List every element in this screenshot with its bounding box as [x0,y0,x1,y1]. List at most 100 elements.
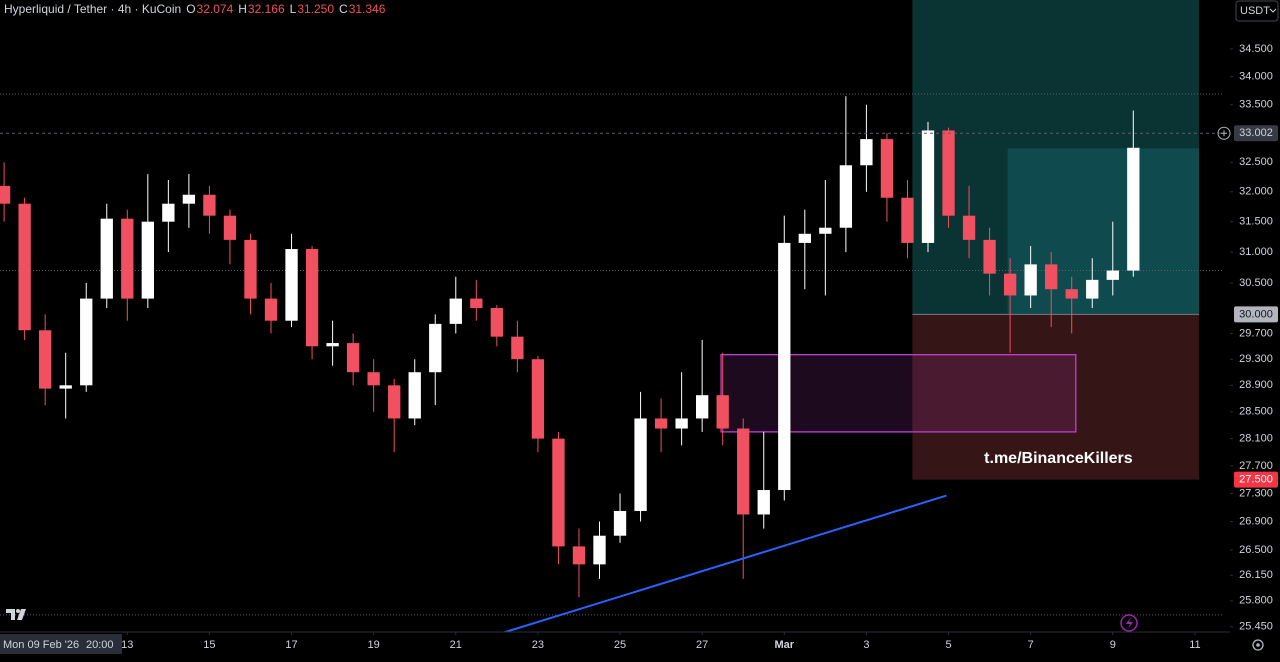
price-marker [1234,306,1278,323]
y-tick-label: 25.450 [1239,621,1273,633]
header: Hyperliquid / Tether · 4h · KuCoin O 32.07… [4,2,386,16]
candle-body [326,343,339,347]
candle-body [757,490,770,515]
candle-body [983,239,996,274]
x-tick-label: Mar [774,639,794,651]
y-tick-label: 27.700 [1239,460,1273,472]
candle-body [778,242,791,491]
candle-body [716,395,729,429]
y-tick-label: 31.500 [1239,216,1273,228]
crosshair-date: Mon 09 Feb '26 [3,639,79,651]
x-tick-label: 11 [1189,639,1200,651]
candle-body [388,385,401,419]
crosshair-time: 20:00 [86,639,114,651]
candle-body [264,298,278,321]
candle-body [162,203,175,222]
candle-body [654,418,668,429]
x-tick-label: 27 [696,639,708,651]
watermark: t.me/BinanceKillers [984,450,1133,467]
y-tick-label: 26.900 [1239,515,1273,527]
candle-body [490,308,504,337]
y-tick-label: 26.500 [1239,544,1273,556]
tv-logo [6,609,26,620]
x-tick-label: 19 [368,639,380,651]
y-tick-label: 32.500 [1239,156,1273,168]
candle-body [203,194,216,216]
price-marker-label: 30.000 [1239,308,1273,320]
candle-body [285,249,298,321]
candle-body [634,418,647,511]
candle-body [593,535,606,565]
candle-body [531,359,545,439]
y-tick-label: 29.700 [1239,327,1273,339]
candle-body [798,233,811,243]
x-tick-label: 25 [614,639,626,651]
y-tick-label: 34.000 [1239,71,1273,83]
y-tick-label: 34.500 [1239,43,1273,55]
x-tick-label: 7 [1028,639,1034,651]
ohlc-key: O [186,2,195,16]
candle-body [613,510,627,536]
candle-body [141,221,154,299]
y-tick-label: 29.300 [1239,353,1273,365]
candle-body [305,249,319,347]
price-marker [1234,471,1278,488]
candle-body [346,343,360,373]
lightning-icon[interactable] [1120,614,1138,632]
candle-body [80,298,93,386]
x-tick-label: 9 [1110,639,1116,651]
x-tick-label: 13 [121,639,133,651]
y-tick-label: 28.900 [1239,379,1273,391]
candle-body [18,203,31,331]
price-marker-label: 27.500 [1239,474,1273,486]
y-tick-label: 25.800 [1239,595,1273,607]
candle-body [942,130,955,216]
x-tick-label: 5 [945,639,951,651]
y-tick-label: 31.000 [1239,246,1273,258]
candle-body [737,428,750,515]
x-tick-label: 3 [863,639,869,651]
ohlc-value: 32.074 [197,2,234,16]
candle-body [839,165,853,228]
y-tick-label: 27.300 [1239,487,1273,499]
ohlc-value: 31.346 [349,2,386,16]
candle-body [1106,270,1119,280]
candle-body [695,395,709,419]
candle-body [1065,289,1078,299]
y-tick-label: 28.100 [1239,433,1273,445]
candle-body [59,385,72,389]
candle-body [223,215,237,240]
candle-body [572,546,586,565]
profit-zone [1007,148,1200,315]
candle-body [675,418,688,429]
add-alert-icon[interactable] [1217,126,1231,140]
candle-body [0,185,11,204]
y-tick-label: 28.500 [1239,406,1273,418]
candle-body [408,372,421,419]
axes: 34.500 34.000 33.500 32.500 32.000 31.500 31.0… [121,43,1278,651]
candle-body [511,336,524,360]
chevron [1269,8,1277,13]
ohlc-key: L [290,2,297,16]
crosshair-box [0,634,122,654]
candle-body [1024,264,1037,296]
candle-body [1045,264,1058,290]
x-tick-label: 21 [450,639,462,651]
currency-button[interactable] [1235,0,1279,22]
ohlc-value: 32.166 [248,2,285,16]
ohlc-value: 31.250 [297,2,334,16]
candle-body [1003,273,1017,296]
candle-body [182,194,196,204]
candle-body [100,218,113,299]
currency[interactable]: USDT [1240,5,1270,17]
candle-body [921,130,935,243]
x-tick-label: 23 [532,639,544,651]
settings-icon[interactable] [1252,639,1264,651]
candle-body [1086,279,1099,299]
candle-body [121,218,134,299]
price-marker-label: 33.002 [1239,127,1273,139]
candle-body [552,438,565,547]
y-tick-label: 26.150 [1239,569,1273,581]
candle-body [449,298,462,324]
